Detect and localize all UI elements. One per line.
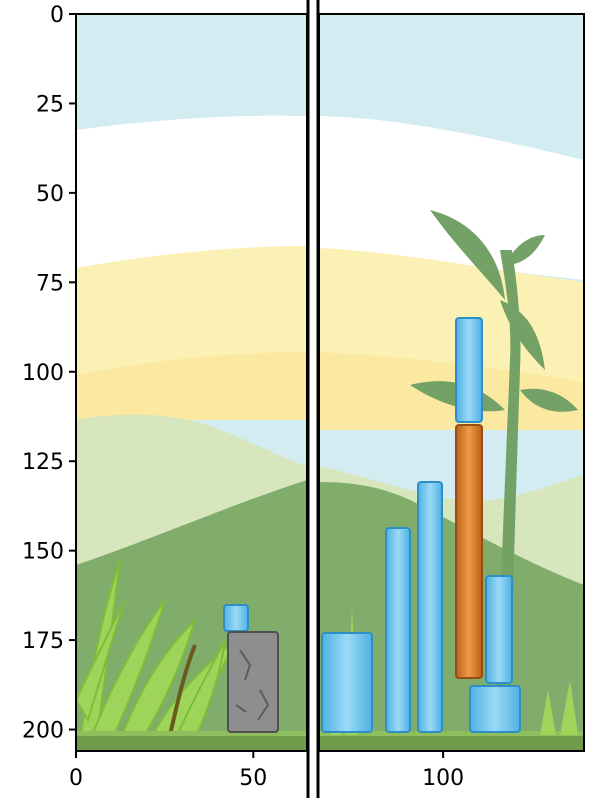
y-tick-label: 175 — [22, 629, 64, 654]
y-tick-label: 75 — [36, 271, 64, 296]
y-tick-label: 125 — [22, 450, 64, 475]
y-tick-label: 50 — [36, 182, 64, 207]
ground-highlight — [76, 731, 307, 736]
ice-pillar-tall-2 — [417, 481, 443, 733]
x-tick-label: 50 — [239, 766, 267, 791]
x-tick-label: 0 — [69, 766, 83, 791]
ice-pillar-tall-1 — [385, 527, 411, 733]
ice-pillar-medium — [485, 575, 513, 684]
fern-stem — [168, 644, 197, 736]
ice-block-wide — [321, 632, 373, 733]
split-divider — [307, 0, 319, 798]
ground-strip — [76, 733, 307, 751]
ice-block-base — [469, 685, 521, 733]
cloud-band — [76, 115, 307, 269]
x-tick-label: 100 — [422, 766, 464, 791]
ice-pillar-top — [455, 317, 483, 423]
fern-plants — [76, 559, 236, 741]
cloud-band — [319, 116, 584, 280]
wood-plank — [455, 424, 483, 679]
ground-highlight — [319, 731, 584, 736]
y-tick-label: 150 — [22, 540, 64, 565]
stone-pillar — [227, 631, 279, 733]
ground-strip — [319, 733, 584, 751]
game-view-right-panel — [319, 14, 584, 751]
ice-cube-small — [223, 604, 249, 632]
y-tick-label: 0 — [50, 3, 64, 28]
y-tick-label: 100 — [22, 361, 64, 386]
stone-cracks — [235, 649, 270, 721]
y-tick-label: 25 — [36, 92, 64, 117]
sun-band-inner — [76, 352, 307, 420]
y-tick-label: 200 — [22, 719, 64, 744]
game-view-left-panel — [76, 14, 307, 751]
